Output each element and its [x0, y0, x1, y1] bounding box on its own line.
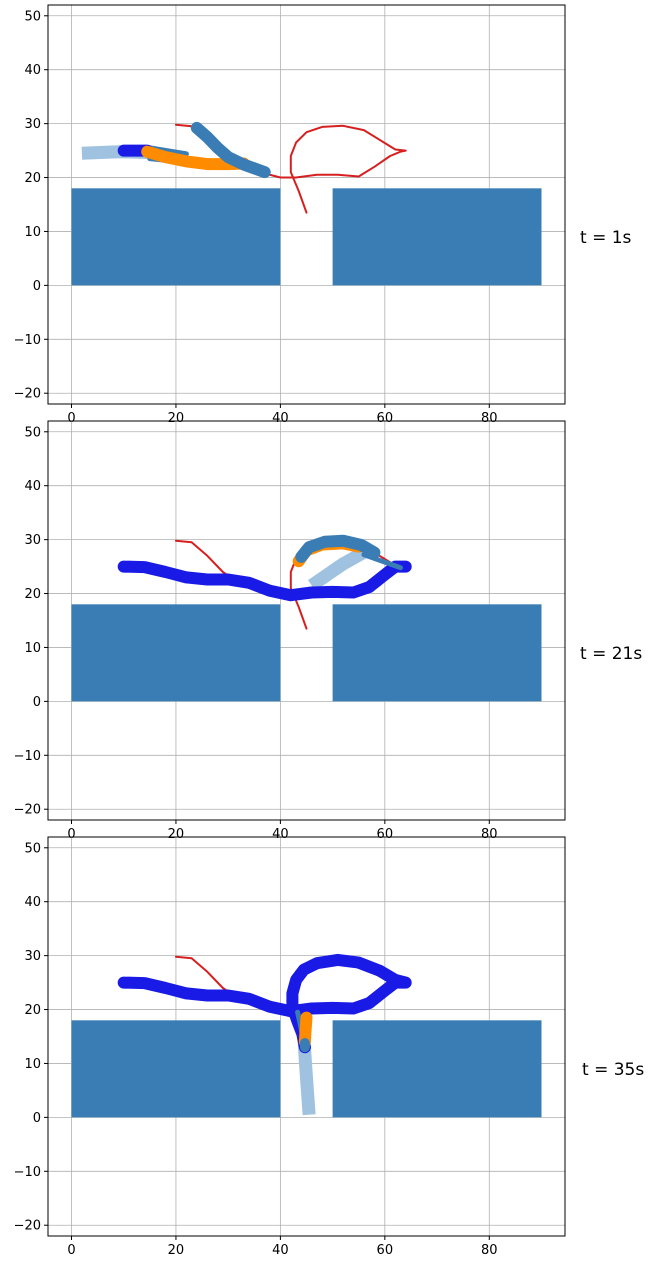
time-label-text: t = 1s [580, 228, 632, 248]
y-tick-label: 20 [24, 587, 41, 602]
x-tick-label: 20 [168, 1243, 185, 1258]
plot-panel-t35: 0 20 40 60 80 −20 −10 0 10 20 30 40 50 t = 35s [14, 836, 644, 1258]
time-label-text: t = 21s [580, 644, 642, 664]
plot-panel-t1: 0 20 40 60 80 −20 −10 0 10 20 30 40 50 t = 1s [14, 4, 632, 426]
axes-frame [47, 836, 566, 1237]
blue-trail-line [117, 560, 412, 602]
y-tick-label: 30 [24, 949, 41, 964]
time-label-t1: t = 1s [580, 228, 632, 248]
y-tick-label: 50 [24, 9, 41, 24]
x-tick-label: 0 [67, 827, 75, 842]
y-tick-label: 0 [33, 695, 41, 710]
light-trail-line [308, 543, 373, 591]
plot-area [48, 421, 565, 820]
axes: 0 20 40 60 80 −20 −10 0 10 20 30 40 50 [14, 836, 566, 1258]
x-tick-label: 40 [272, 827, 289, 842]
obstacle-block [71, 604, 281, 702]
y-tick-label: −20 [14, 803, 41, 818]
y-tick-label: 40 [24, 479, 41, 494]
y-tick-label: 40 [24, 63, 41, 78]
x-tick-label: 20 [168, 827, 185, 842]
y-tick-label: −10 [14, 1165, 41, 1180]
axes: 0 20 40 60 80 −20 −10 0 10 20 30 40 50 [14, 420, 566, 842]
obstacle-block [332, 1020, 542, 1118]
y-tick-label: 0 [33, 279, 41, 294]
obstacle-block [71, 1020, 281, 1118]
x-tick-label: 80 [481, 411, 498, 426]
x-tick-label: 0 [67, 411, 75, 426]
plot-area [48, 837, 565, 1236]
x-tick-label: 80 [481, 827, 498, 842]
y-tick-label: −20 [14, 1219, 41, 1234]
obstacle-block [332, 188, 542, 286]
axes-frame [47, 420, 566, 821]
y-tick-label: 10 [24, 1057, 41, 1072]
x-tick-label: 60 [377, 827, 394, 842]
y-tick-label: 50 [24, 841, 41, 856]
y-tick-label: 0 [33, 1111, 41, 1126]
y-tick-label: 30 [24, 533, 41, 548]
x-tick-label: 40 [272, 1243, 289, 1258]
x-tick-label: 40 [272, 411, 289, 426]
axes-frame [47, 4, 566, 405]
x-tick-label: 60 [377, 1243, 394, 1258]
time-label-t21: t = 21s [580, 644, 642, 664]
x-tick-label: 0 [67, 1243, 75, 1258]
y-tick-label: −10 [14, 749, 41, 764]
y-tick-label: 30 [24, 117, 41, 132]
y-tick-label: 20 [24, 171, 41, 186]
y-tick-label: 10 [24, 225, 41, 240]
y-tick-label: 50 [24, 425, 41, 440]
blue-trail-line [117, 953, 412, 1054]
plot-panel-t21: 0 20 40 60 80 −20 −10 0 10 20 30 40 50 t = 21s [14, 420, 642, 842]
plot-area [48, 5, 565, 404]
y-tick-label: 40 [24, 895, 41, 910]
obstacle-block [332, 604, 542, 702]
obstacle-block [71, 188, 281, 286]
dark-body-line [295, 534, 381, 563]
y-tick-label: −20 [14, 387, 41, 402]
x-tick-label: 20 [168, 411, 185, 426]
y-tick-label: −10 [14, 333, 41, 348]
x-tick-label: 80 [481, 1243, 498, 1258]
axes: 0 20 40 60 80 −20 −10 0 10 20 30 40 50 [14, 4, 566, 426]
x-tick-label: 60 [377, 411, 394, 426]
y-tick-label: 20 [24, 1003, 41, 1018]
time-label-text: t = 35s [582, 1060, 644, 1080]
time-label-t35: t = 35s [582, 1060, 644, 1080]
y-tick-label: 10 [24, 641, 41, 656]
dark-body-line [190, 121, 271, 179]
